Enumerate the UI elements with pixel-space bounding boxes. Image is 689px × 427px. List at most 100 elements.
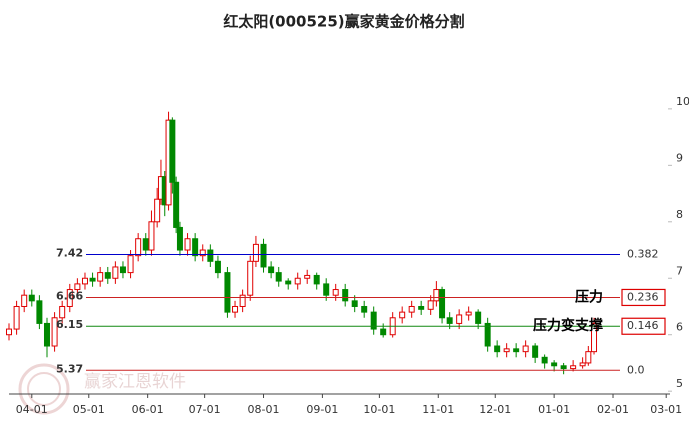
x-tick-label: 12-01 [479,403,511,416]
candle-body [513,348,520,353]
y-tick-label: 5 [676,377,683,390]
candle-body [176,226,183,251]
x-tick-label: 03-01 [650,403,682,416]
candle-body [439,289,446,319]
candle-body [43,322,50,347]
candle-body [184,238,191,251]
candle-body [551,362,558,367]
candle-body [112,266,119,279]
candle-body [6,328,12,336]
level-ratio: 0.236 [627,290,659,303]
candle-body [173,181,180,228]
level-price: 6.15 [56,318,83,331]
candle-body [28,294,35,302]
candle-body [207,249,214,262]
candle-body [13,305,20,330]
x-tick-label: 08-01 [248,403,280,416]
candle-body [560,365,567,370]
candle-body [127,255,134,274]
x-tick-label: 07-01 [189,403,221,416]
candle-body [427,300,434,310]
candle-body [260,243,267,268]
candle-body [268,266,275,274]
candle-body [313,274,320,285]
candle-body [224,272,231,313]
x-tick-label: 05-01 [73,403,105,416]
candle-body [585,351,592,364]
candle-body [418,305,425,310]
candle-body [89,277,96,282]
candle-body [323,283,330,296]
candle-body [21,294,28,307]
candle-body [119,266,126,274]
candle-body [503,348,510,353]
level-price: 7.42 [56,247,83,260]
watermark-logo [18,363,70,415]
x-tick-label: 02-01 [597,403,629,416]
y-tick-label: 9 [676,151,683,164]
candle-body [275,272,282,282]
candle-body [332,289,339,296]
candle-body [199,249,206,257]
candle-body [294,277,301,285]
candle-body [66,289,73,307]
x-tick-label: 01-01 [538,403,570,416]
level-note: 压力变支撑 [533,317,603,334]
candle-body [532,345,539,358]
level-box [621,317,666,335]
watermark: 赢家江恩软件 [84,372,186,392]
x-tick-label: 10-01 [363,403,395,416]
y-tick-label: 8 [676,208,683,221]
candle-body [541,356,548,364]
x-tick-label: 04-01 [16,403,48,416]
candle-body [59,305,66,319]
candle-body [591,322,598,353]
candle-body [370,311,377,330]
chart-title: 红太阳(000525)赢家黄金价格分割 [223,13,464,31]
candle-body [232,305,239,313]
x-tick-label: 11-01 [422,403,454,416]
candle-body [456,314,463,324]
candle-body [570,365,577,370]
candle-body [361,305,368,313]
candle-body [169,119,176,183]
candle-body [465,311,472,316]
candle-body [214,260,221,274]
candle-body [148,221,155,251]
candle-body [433,289,440,302]
y-tick-label: 6 [676,321,683,334]
candle-body [446,317,453,324]
candle-body [142,238,149,251]
candle-body [104,272,111,279]
level-ratio: 0.146 [627,319,659,332]
level-price: 5.37 [56,362,83,375]
candle-body [351,300,358,307]
candle-body [285,280,292,285]
level-price: 6.66 [56,289,83,302]
candle-body [342,289,349,302]
candle-body [247,260,254,296]
level-box [621,288,666,307]
candle-body [399,311,406,319]
candle-body [579,362,586,367]
candle-body [494,345,501,353]
x-tick-label: 06-01 [132,403,164,416]
candle-body [380,328,387,336]
candle-body [51,317,58,347]
y-tick-label: 7 [676,264,683,277]
candle-body [522,345,529,353]
candle-body [252,243,259,262]
candle-body [81,277,88,285]
candle-body [239,294,246,307]
candle-body [192,238,199,257]
candle-body [97,272,104,282]
y-tick-label: 10 [676,95,689,108]
candle-body [475,311,482,324]
x-tick-label: 09-01 [306,403,338,416]
level-ratio: 0.0 [627,363,645,376]
candle-body [304,274,311,279]
candle-body [135,238,142,257]
candle-body [484,322,491,347]
candle-body [408,305,415,313]
